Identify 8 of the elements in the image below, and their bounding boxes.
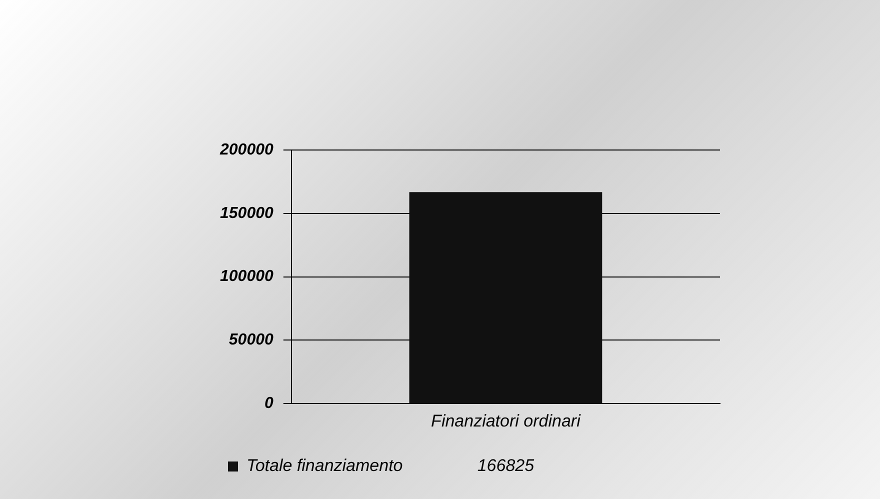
y-tick-label: 0 <box>264 395 274 412</box>
y-tick-label: 50000 <box>228 332 274 349</box>
y-tick-label: 200000 <box>219 141 274 158</box>
y-tick-label: 100000 <box>220 268 274 286</box>
y-tick-label: 150000 <box>220 204 274 222</box>
legend-label: Totale finanziamento <box>246 456 403 476</box>
x-tick-label: Finanziatori ordinari <box>431 412 582 431</box>
data-label: 166825 <box>477 456 535 476</box>
